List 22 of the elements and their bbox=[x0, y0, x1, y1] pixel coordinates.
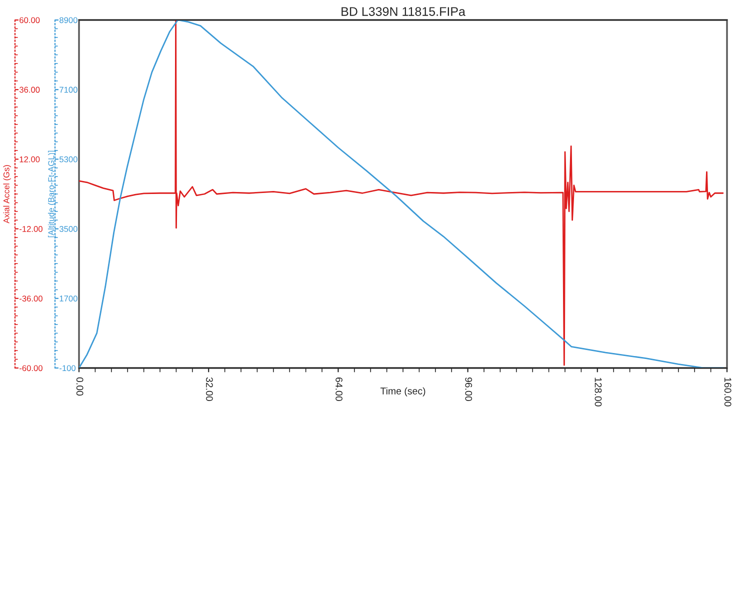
y-tick-label: -60.00 bbox=[20, 365, 42, 372]
chart-title: BD L339N 11815.FIPa bbox=[342, 7, 466, 16]
x-tick-label: 0.00 bbox=[76, 377, 84, 396]
y2-tick-label: -100 bbox=[60, 365, 76, 372]
x-tick-label: 64.00 bbox=[336, 378, 342, 401]
y2-axis-title: [Altitude (Baro-Ft-AGL)] bbox=[48, 150, 56, 238]
y-tick-label: -12.00 bbox=[20, 226, 42, 232]
y-tick-label: -36.00 bbox=[20, 296, 42, 302]
y2-tick-label: 3500 bbox=[59, 226, 78, 232]
y-tick-label: 12.00 bbox=[20, 156, 40, 162]
y2-tick-label: 7100 bbox=[60, 86, 78, 93]
x-tick-label: 32.00 bbox=[206, 377, 213, 401]
y-axis-title: Axial Accel (Gs) bbox=[3, 165, 11, 224]
x-tick-label: 128.00 bbox=[594, 378, 602, 406]
y2-tick-label: 5300 bbox=[60, 156, 78, 162]
y2-tick-label: 1700 bbox=[60, 296, 78, 302]
x-tick-label: 96.00 bbox=[465, 377, 472, 401]
y-tick-label: 36.00 bbox=[19, 86, 40, 93]
y2-tick-label: 8900 bbox=[60, 17, 78, 24]
x-tick-label: 160.00 bbox=[724, 378, 732, 406]
y-tick-label: 60.00 bbox=[20, 17, 40, 24]
x-axis-title: Time (sec) bbox=[380, 387, 426, 396]
